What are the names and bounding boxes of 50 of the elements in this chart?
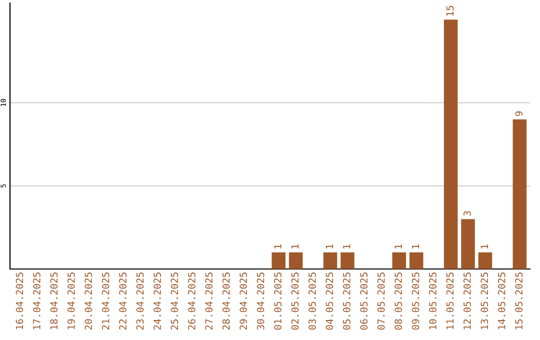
x-tick-label: 01.05.2025 (274, 272, 282, 330)
x-tick-label: 12.05.2025 (464, 272, 471, 330)
data-label: 1 (412, 244, 420, 248)
data-label: 15 (446, 6, 454, 16)
x-tick-label: 21.04.2025 (102, 272, 110, 330)
x-tick-label: 15.05.2025 (515, 272, 523, 330)
x-tick-label: 24.04.2025 (154, 272, 161, 330)
x-tick-label: 27.04.2025 (205, 272, 213, 330)
bar (323, 252, 338, 269)
x-tick-label: 28.04.2025 (222, 272, 230, 330)
data-label: 1 (343, 244, 350, 248)
data-label: 1 (291, 244, 299, 248)
x-tick-label: 30.04.2025 (256, 272, 264, 330)
x-tick-label: 11.05.2025 (446, 272, 454, 330)
x-tick-label: 14.05.2025 (498, 272, 506, 330)
bar (392, 252, 406, 269)
x-tick-label: 17.04.2025 (33, 272, 40, 330)
bar (288, 252, 303, 269)
bar (512, 119, 527, 269)
bar (444, 20, 458, 269)
bar (409, 252, 424, 269)
x-tick-label: 16.04.2025 (16, 272, 24, 330)
x-tick-label: 02.05.2025 (291, 272, 299, 330)
bar (478, 252, 492, 269)
x-tick-label: 22.04.2025 (119, 272, 126, 330)
x-tick-label: 09.05.2025 (412, 272, 420, 330)
x-tick-label: 10.05.2025 (429, 272, 436, 330)
x-tick-label: 05.05.2025 (342, 272, 350, 330)
x-tick-label: 06.05.2025 (360, 272, 368, 330)
data-label: 1 (326, 244, 333, 248)
data-label: 1 (394, 244, 402, 248)
data-label: 9 (515, 111, 523, 116)
x-tick-label: 20.04.2025 (84, 272, 92, 330)
x-tick-label: 03.05.2025 (308, 272, 316, 330)
x-tick-label: 18.04.2025 (50, 272, 58, 330)
x-tick-label: 07.05.2025 (377, 272, 385, 330)
x-tick-label: 19.04.2025 (67, 272, 75, 330)
data-label: 1 (480, 244, 488, 248)
x-tick-label: 23.04.2025 (136, 272, 144, 330)
x-tick-label: 29.04.2025 (240, 272, 248, 330)
data-label: 1 (274, 244, 282, 248)
data-label: 3 (464, 211, 471, 216)
bar (340, 252, 354, 269)
x-tick-label: 04.05.2025 (326, 272, 334, 330)
bar (461, 219, 475, 269)
x-tick-label: 25.04.2025 (170, 272, 178, 330)
x-tick-label: 26.04.2025 (188, 272, 196, 330)
bar (272, 252, 286, 269)
x-tick-label: 13.05.2025 (480, 272, 488, 330)
x-tick-label: 08.05.2025 (394, 272, 402, 330)
